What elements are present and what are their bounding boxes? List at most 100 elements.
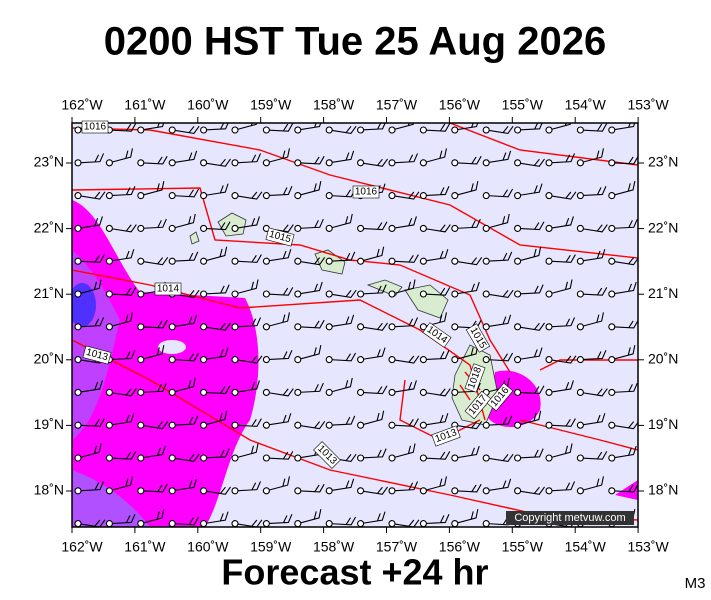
barb-station [482, 454, 490, 462]
wind-barb [357, 322, 388, 331]
barb-shaft [489, 453, 514, 463]
copyright-box [506, 511, 634, 525]
wind-barb [419, 249, 449, 265]
barb-shaft [583, 249, 606, 262]
barb-shaft [363, 322, 388, 331]
barb-shaft [614, 421, 638, 430]
barb-station [514, 454, 522, 462]
wind-barb [231, 418, 262, 429]
barb-shaft [551, 418, 576, 427]
barb-station [74, 126, 82, 134]
barb-shaft [332, 251, 356, 262]
barb-shaft [269, 413, 292, 426]
wind-barb [545, 279, 573, 298]
wind-barb [514, 221, 545, 232]
wind-barb [137, 421, 169, 430]
barb-station [231, 454, 239, 462]
barb-shaft [489, 352, 514, 362]
barb-station [231, 356, 239, 364]
barb-shaft [174, 213, 196, 229]
wind-barb [419, 413, 449, 429]
barb-shaft [269, 287, 294, 296]
wind-barb [200, 158, 231, 167]
barb-shaft [80, 519, 106, 527]
wind-barb [608, 421, 638, 430]
barb-station [576, 224, 584, 232]
barb-station [545, 224, 553, 232]
wind-barb [200, 246, 228, 265]
lon-label-bottom: 153˚W [627, 539, 669, 555]
barb-shaft [426, 388, 451, 397]
wind-barb [482, 314, 512, 331]
barb-shaft [300, 218, 324, 229]
wind-barb [608, 181, 636, 200]
barb-shaft [269, 451, 294, 460]
barb-station [231, 126, 239, 134]
lat-label-left: 20˚N [34, 351, 64, 367]
wind-barb [74, 191, 106, 200]
wind-barb [608, 345, 636, 364]
barb-shaft [363, 221, 388, 231]
barb-shaft [237, 279, 259, 294]
wind-barb [137, 345, 165, 364]
barb-shaft [80, 443, 102, 458]
barb-shaft [583, 350, 607, 360]
barb-shaft [80, 418, 105, 427]
barb-station [545, 356, 553, 364]
wind-barb [419, 287, 451, 298]
wind-barb [200, 183, 229, 200]
barb-station [231, 487, 239, 495]
barb-shaft [80, 380, 103, 393]
barb-station [357, 323, 365, 331]
wind-barb [482, 125, 514, 135]
barb-station [514, 290, 522, 298]
isobar-label-box [313, 441, 341, 469]
barb-station [388, 257, 396, 265]
barb-station [545, 421, 553, 429]
wind-barb [105, 224, 137, 233]
lat-label-left: 22˚N [34, 219, 64, 235]
wind-barb [262, 413, 292, 429]
wind-barb [325, 415, 356, 429]
barb-station [262, 323, 270, 331]
title: 0200 HST Tue 25 Aug 2026 [104, 20, 606, 64]
barb-station [105, 290, 113, 298]
barb-station [640, 192, 646, 198]
barb-shaft [237, 254, 262, 263]
barb-shaft [143, 483, 168, 493]
barb-shaft [332, 415, 356, 426]
lon-label-bottom: 154˚W [565, 539, 607, 555]
barb-shaft [80, 216, 103, 229]
barb-shaft [646, 188, 669, 197]
lat-label-left: 21˚N [34, 285, 64, 301]
wind-barb [137, 319, 168, 331]
barb-shaft [363, 246, 385, 261]
barb-shaft [646, 252, 669, 261]
wind-barb [545, 380, 574, 396]
wind-barb [231, 279, 259, 298]
wind-barb [514, 158, 545, 167]
barb-shaft [614, 483, 638, 493]
barb-station [482, 257, 490, 265]
dry-gap [158, 340, 186, 354]
barb-station [514, 159, 522, 167]
barb-shaft [206, 158, 231, 167]
barb-shaft [269, 312, 290, 327]
wind-barb [576, 350, 607, 364]
wind-barb [357, 221, 388, 232]
barb-shaft [583, 224, 608, 233]
wind-barb [294, 155, 325, 167]
barb-station [451, 290, 459, 298]
barb-station [576, 323, 584, 331]
barb-shaft [143, 445, 166, 459]
barb-station [545, 388, 553, 396]
barb-shaft [644, 378, 668, 392]
barb-shaft [457, 421, 483, 430]
barb-station [608, 487, 616, 495]
barb-shaft [237, 355, 263, 364]
barb-station [388, 356, 396, 364]
barb-station [608, 323, 616, 331]
barb-station [74, 421, 82, 429]
barb-shaft [269, 388, 294, 397]
wind-barb [137, 509, 165, 527]
